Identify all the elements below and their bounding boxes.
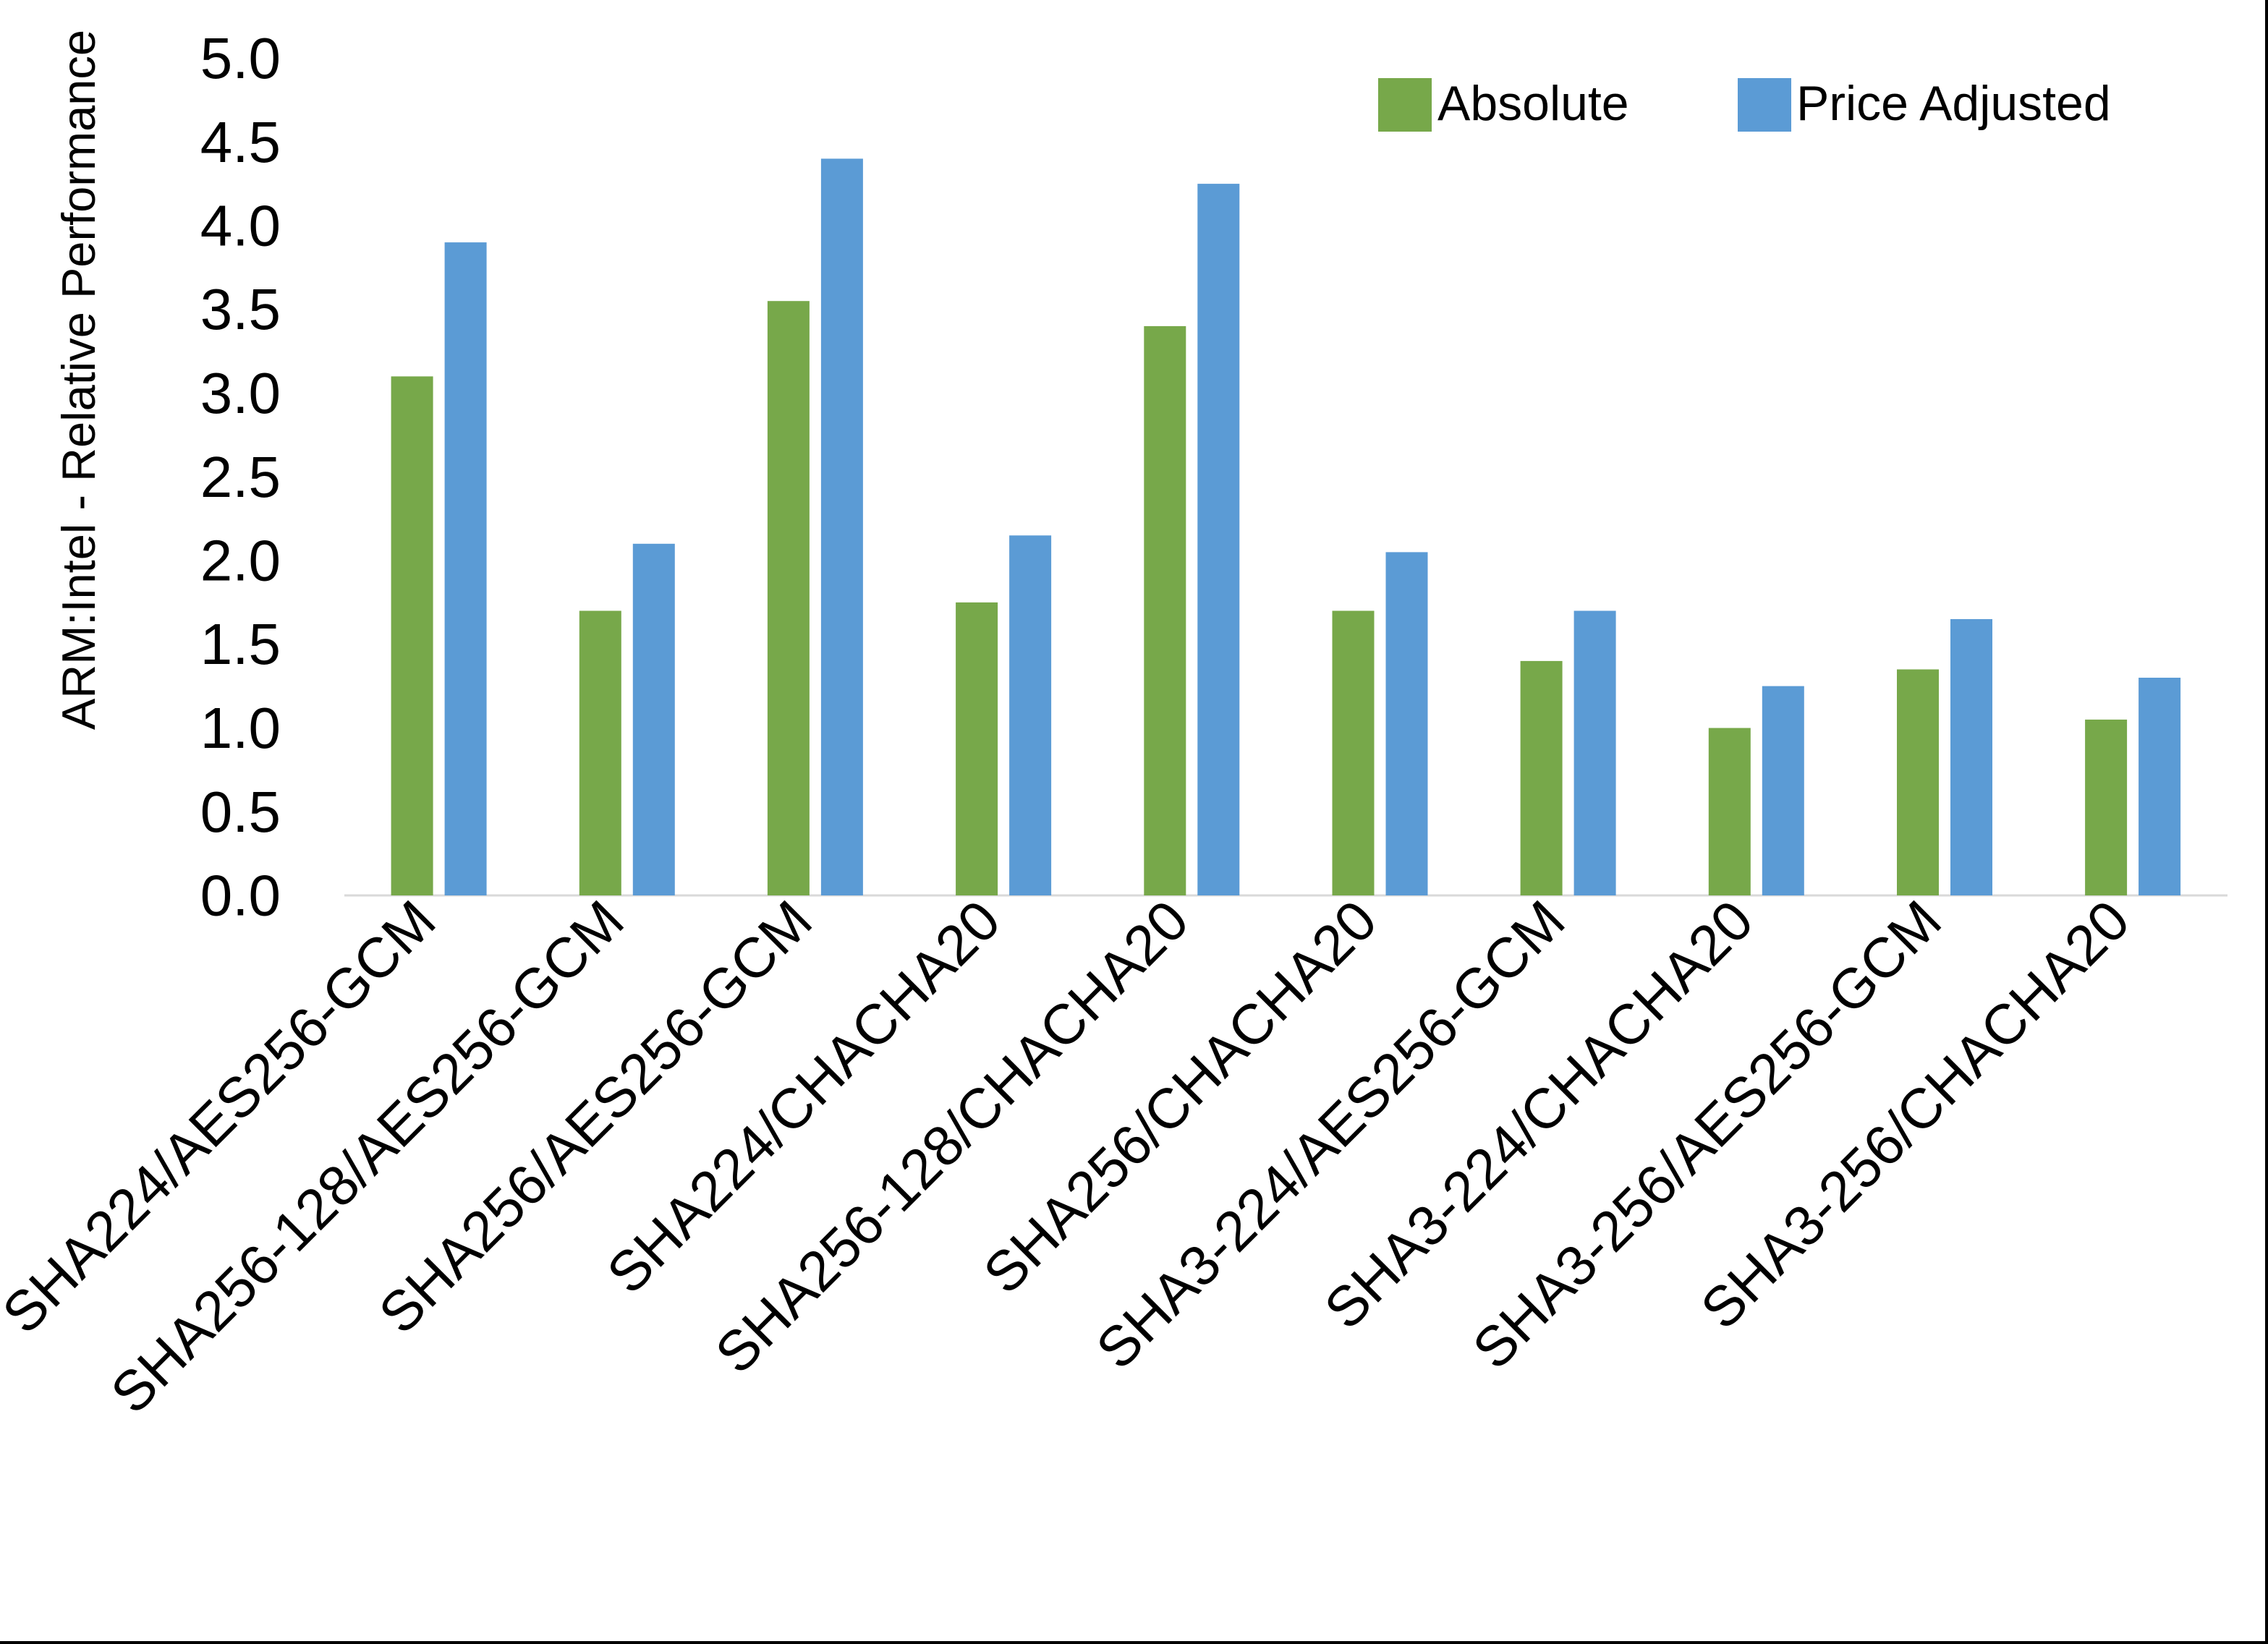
svg-text:2.5: 2.5 xyxy=(200,445,281,509)
svg-text:0.0: 0.0 xyxy=(200,864,281,928)
svg-text:3.0: 3.0 xyxy=(200,361,281,425)
svg-text:5.0: 5.0 xyxy=(200,26,281,90)
svg-text:0.5: 0.5 xyxy=(200,780,281,844)
svg-text:ARM:Intel - Relative Performan: ARM:Intel - Relative Performance xyxy=(52,30,105,730)
svg-text:1.5: 1.5 xyxy=(200,612,281,676)
svg-text:4.5: 4.5 xyxy=(200,110,281,174)
svg-text:4.0: 4.0 xyxy=(200,194,281,258)
svg-text:Price Adjusted: Price Adjusted xyxy=(1796,76,2111,131)
svg-text:Absolute: Absolute xyxy=(1437,76,1629,131)
svg-text:3.5: 3.5 xyxy=(200,277,281,341)
svg-text:1.0: 1.0 xyxy=(200,696,281,760)
svg-text:2.0: 2.0 xyxy=(200,529,281,593)
